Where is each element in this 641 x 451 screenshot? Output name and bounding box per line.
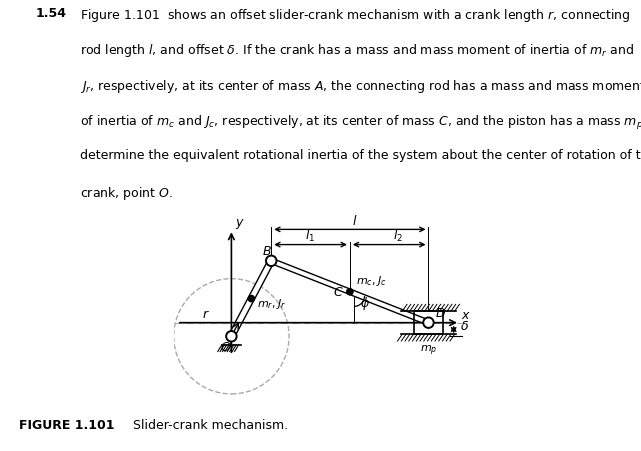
- Text: $m_c, J_c$: $m_c, J_c$: [356, 274, 387, 288]
- Text: $l_2$: $l_2$: [392, 228, 403, 244]
- Text: $O$: $O$: [220, 341, 231, 354]
- Text: $l_1$: $l_1$: [306, 228, 315, 244]
- Bar: [414, 311, 443, 334]
- Text: $r$: $r$: [202, 308, 210, 322]
- Text: determine the equivalent rotational inertia of the system about the center of ro: determine the equivalent rotational iner…: [80, 149, 641, 162]
- Circle shape: [226, 331, 237, 341]
- Polygon shape: [271, 258, 429, 325]
- Text: $J_r$, respectively, at its center of mass $A$, the connecting rod has a mass an: $J_r$, respectively, at its center of ma…: [80, 78, 641, 95]
- Circle shape: [266, 256, 276, 266]
- Text: $B$: $B$: [262, 244, 272, 258]
- Polygon shape: [229, 259, 274, 338]
- Circle shape: [347, 289, 353, 295]
- Text: rod length $l$, and offset $\delta$. If the crank has a mass and mass moment of : rod length $l$, and offset $\delta$. If …: [80, 42, 634, 60]
- Text: of inertia of $m_c$ and $J_c$, respectively, at its center of mass $C$, and the : of inertia of $m_c$ and $J_c$, respectiv…: [80, 114, 641, 132]
- Text: 1.54: 1.54: [35, 7, 66, 20]
- Text: $x$: $x$: [461, 308, 470, 322]
- Text: crank, point $O$.: crank, point $O$.: [80, 185, 173, 202]
- Text: Slider-crank mechanism.: Slider-crank mechanism.: [121, 419, 288, 432]
- Text: $\phi$: $\phi$: [360, 295, 370, 313]
- Text: $m_r, J_r$: $m_r, J_r$: [256, 297, 285, 311]
- Text: $y$: $y$: [235, 217, 244, 231]
- Text: $m_p$: $m_p$: [420, 343, 438, 358]
- Text: $\delta$: $\delta$: [460, 320, 469, 333]
- Text: Figure 1.101  shows an offset slider-crank mechanism with a crank length $r$, co: Figure 1.101 shows an offset slider-cran…: [80, 7, 631, 24]
- Text: $l$: $l$: [353, 214, 358, 228]
- Text: $D$: $D$: [435, 308, 445, 320]
- Circle shape: [423, 318, 434, 328]
- Text: $C$: $C$: [333, 286, 344, 299]
- Text: FIGURE 1.101: FIGURE 1.101: [19, 419, 115, 432]
- Circle shape: [248, 295, 254, 302]
